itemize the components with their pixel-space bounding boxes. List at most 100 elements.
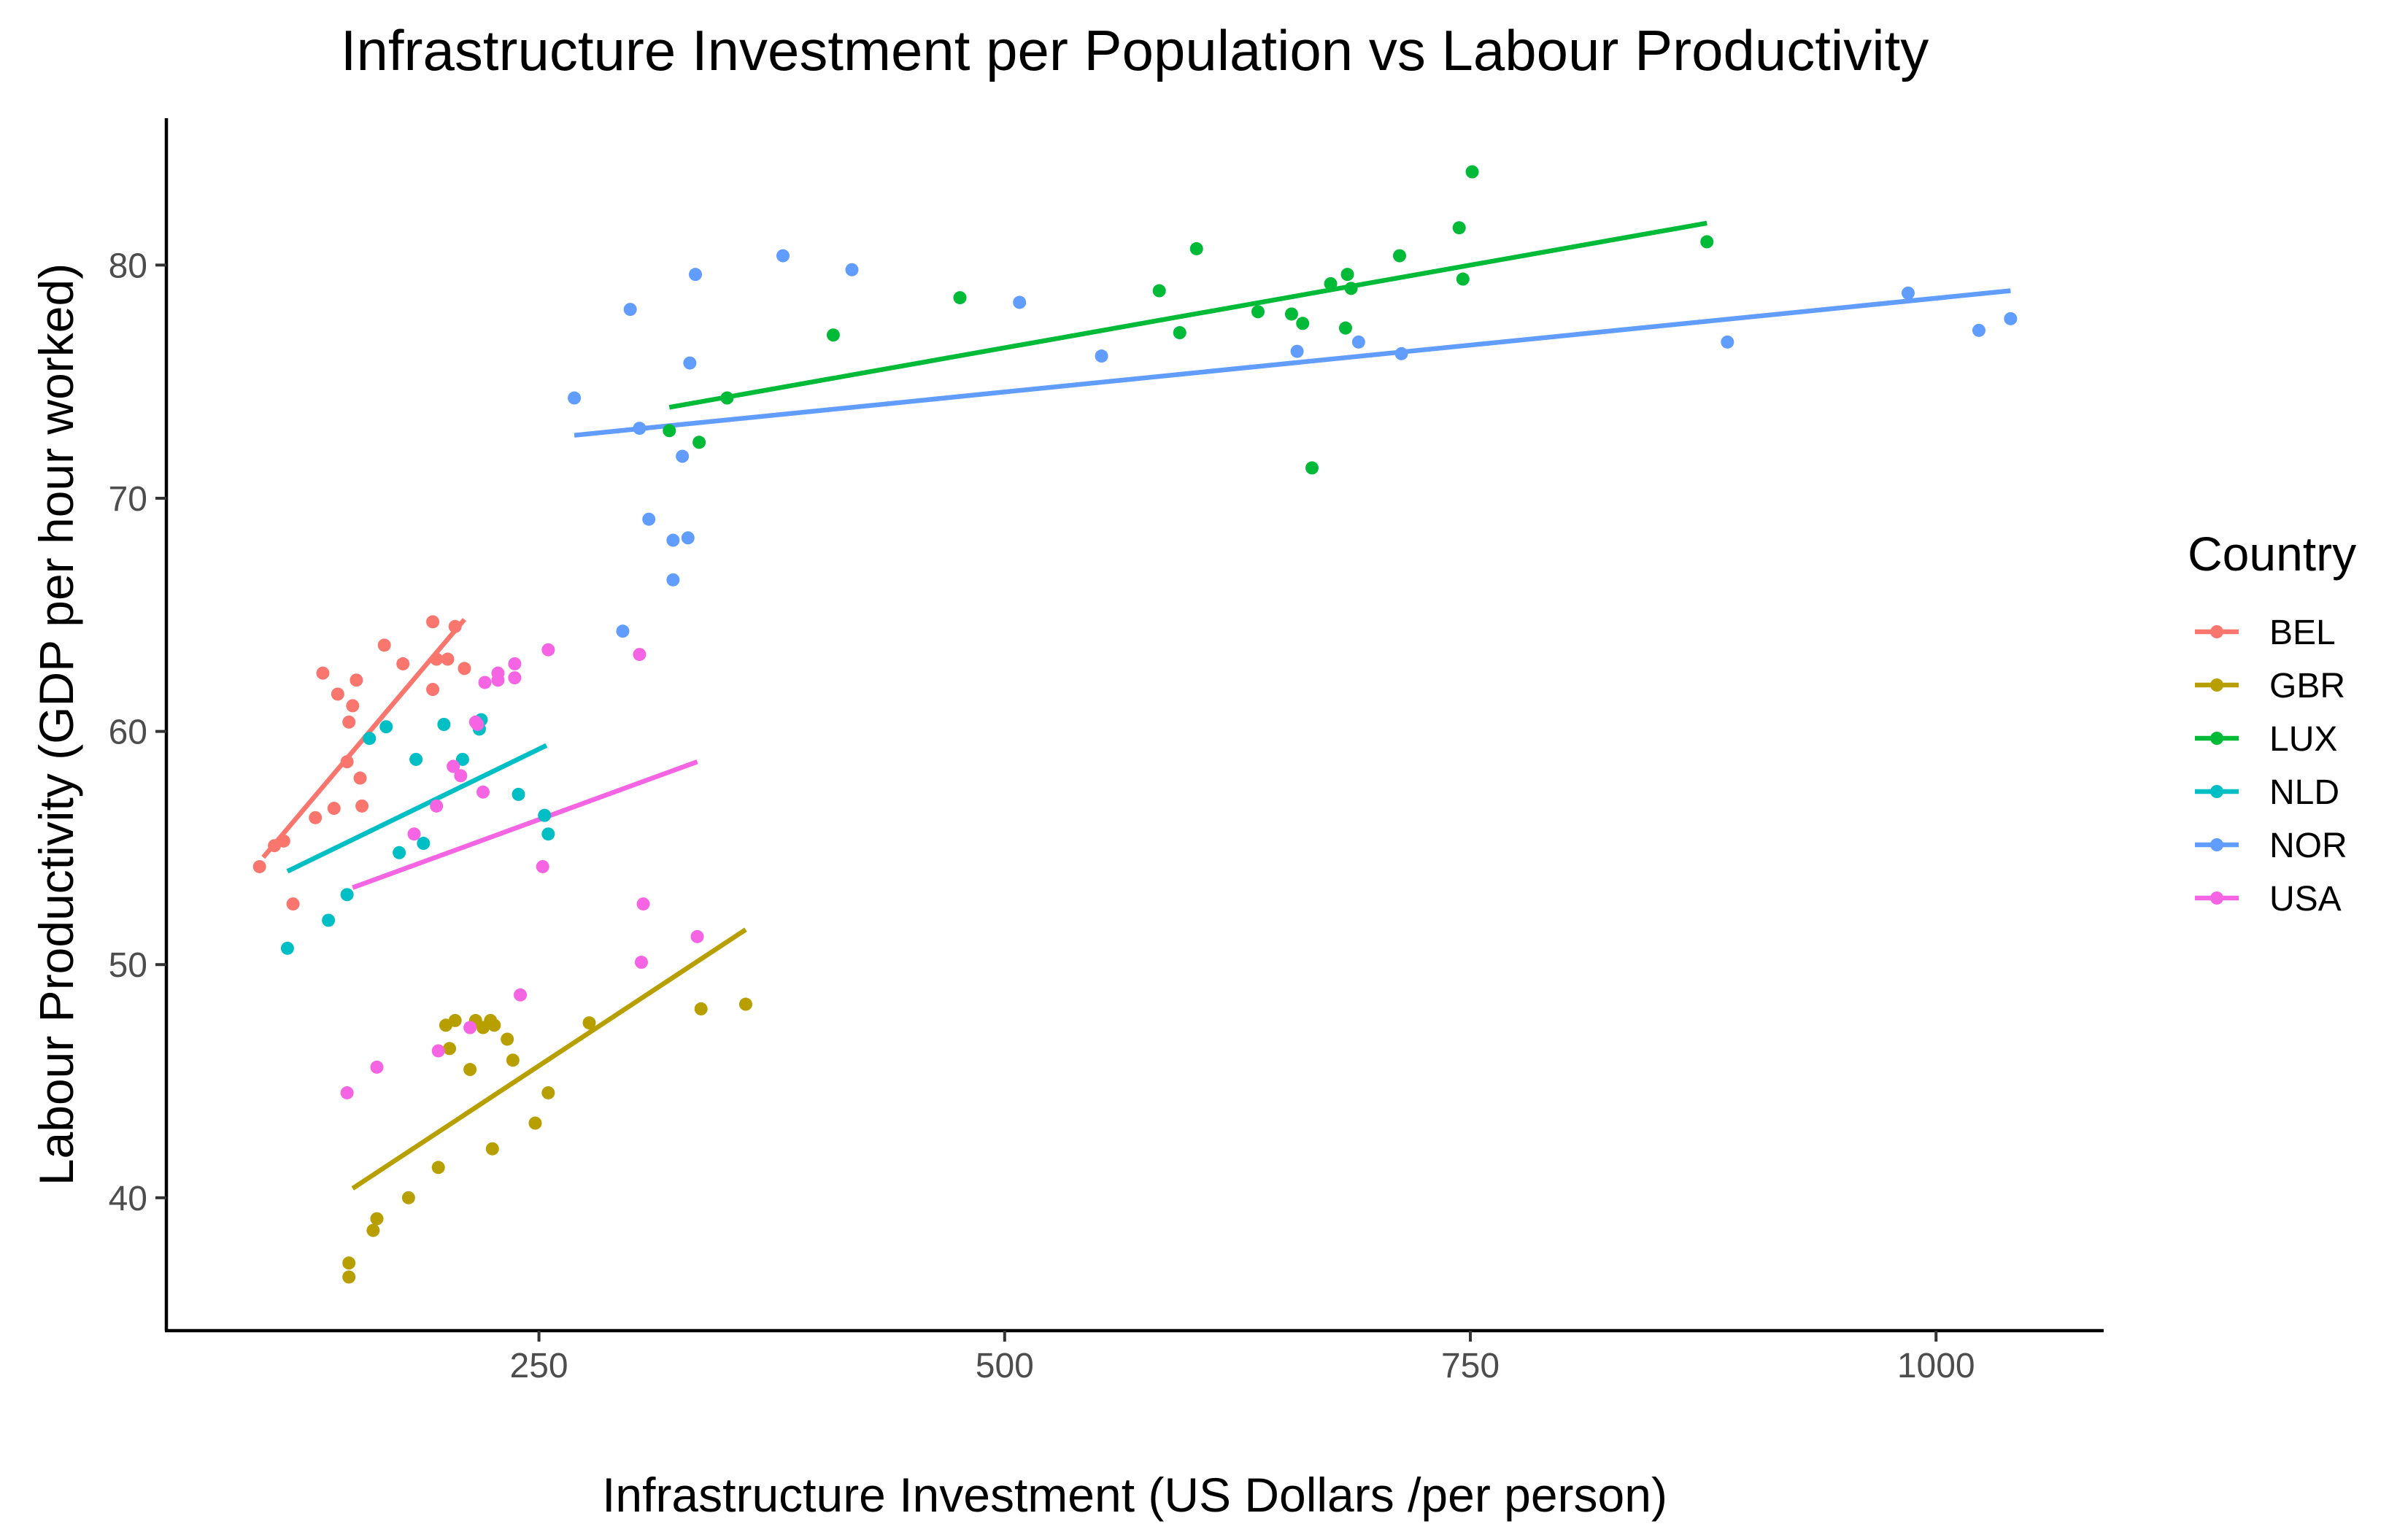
fit-lines	[261, 220, 2011, 1191]
data-point-nld	[280, 941, 294, 955]
data-point-bel	[426, 683, 440, 697]
data-point-bel	[286, 897, 300, 911]
y-tick-label: 70	[109, 480, 147, 519]
data-point-nor	[1290, 344, 1304, 358]
data-point-bel	[355, 799, 369, 813]
data-point-gbr	[694, 1002, 708, 1015]
x-tick-label: 500	[976, 1347, 1034, 1385]
data-point-nor	[845, 263, 859, 276]
data-point-lux	[1173, 326, 1186, 340]
data-point-gbr	[401, 1191, 415, 1204]
data-point-lux	[1251, 305, 1265, 319]
data-point-lux	[1456, 272, 1470, 286]
data-point-lux	[1305, 461, 1319, 475]
data-point-bel	[448, 619, 462, 633]
data-point-nor	[2004, 312, 2018, 325]
data-point-bel	[252, 859, 266, 873]
data-point-usa	[514, 988, 528, 1002]
data-point-usa	[476, 785, 490, 799]
data-point-lux	[953, 291, 967, 305]
data-point-lux	[692, 436, 706, 449]
fit-line-usa	[352, 759, 698, 890]
data-point-lux	[1344, 282, 1358, 295]
x-axis-ticks: 250 500 750 1000	[510, 1331, 1975, 1385]
data-point-nld	[340, 888, 354, 902]
data-point-gbr	[485, 1142, 499, 1156]
data-point-usa	[454, 769, 468, 783]
legend-items: BEL GBR LUX NLD NOR USA	[2195, 614, 2347, 918]
data-point-nld	[322, 913, 336, 927]
data-point-gbr	[501, 1032, 514, 1046]
data-point-usa	[431, 1044, 445, 1058]
legend-item-nor: NOR	[2195, 827, 2347, 865]
data-point-usa	[407, 827, 421, 841]
data-point-bel	[331, 687, 344, 701]
data-point-nld	[538, 808, 552, 822]
data-point-gbr	[487, 1018, 501, 1032]
fit-line-nor	[574, 288, 2011, 438]
data-point-nor	[1351, 335, 1365, 349]
data-point-nld	[393, 846, 406, 859]
data-point-usa	[471, 718, 485, 731]
legend-label: NOR	[2269, 827, 2347, 865]
data-point-nld	[541, 827, 555, 841]
data-point-nld	[417, 837, 431, 851]
data-point-lux	[1465, 165, 1479, 179]
data-point-nor	[776, 249, 790, 263]
data-point-bel	[350, 673, 363, 687]
data-point-gbr	[342, 1256, 356, 1270]
data-point-bel	[346, 699, 360, 713]
data-point-gbr	[463, 1063, 477, 1077]
data-point-gbr	[582, 1016, 596, 1030]
data-point-nor	[1394, 347, 1408, 360]
data-point-nor	[616, 624, 630, 638]
data-point-nor	[623, 303, 637, 317]
data-point-gbr	[370, 1212, 384, 1226]
legend-key-point	[2210, 732, 2223, 745]
data-point-nor	[681, 531, 695, 545]
data-point-nld	[437, 718, 451, 731]
data-point-usa	[508, 671, 522, 685]
legend-label: LUX	[2269, 720, 2337, 759]
data-point-bel	[342, 715, 356, 729]
data-point-usa	[636, 897, 650, 911]
data-point-lux	[1338, 321, 1352, 335]
data-point-lux	[1284, 307, 1298, 321]
legend-label: BEL	[2269, 614, 2336, 652]
data-point-gbr	[448, 1013, 462, 1027]
legend-key-point	[2210, 625, 2223, 638]
data-point-usa	[536, 859, 549, 873]
data-point-lux	[1340, 268, 1354, 282]
fit-line-gbr	[351, 927, 747, 1191]
data-point-gbr	[443, 1042, 457, 1056]
legend-key-point	[2210, 785, 2223, 798]
x-tick-label: 1000	[1897, 1347, 1975, 1385]
data-point-gbr	[738, 997, 752, 1011]
data-point-nor	[568, 391, 582, 405]
data-point-lux	[1189, 241, 1203, 255]
data-point-bel	[309, 811, 323, 824]
data-points	[252, 165, 2018, 1284]
data-point-lux	[663, 424, 676, 438]
legend-key-point	[2210, 891, 2223, 905]
data-point-nor	[683, 356, 697, 370]
data-point-bel	[340, 755, 354, 769]
data-point-bel	[327, 802, 341, 816]
data-point-nor	[676, 449, 690, 463]
legend-label: NLD	[2269, 773, 2339, 812]
fit-line-nld	[286, 743, 548, 874]
data-point-usa	[430, 799, 444, 813]
chart-title: Infrastructure Investment per Population…	[341, 18, 1929, 82]
data-point-bel	[277, 834, 290, 848]
data-point-bel	[316, 666, 330, 680]
y-tick-label: 40	[109, 1180, 147, 1218]
data-point-nor	[689, 268, 703, 282]
data-point-usa	[541, 643, 555, 657]
data-point-gbr	[342, 1270, 356, 1284]
data-point-usa	[447, 759, 460, 773]
legend-item-bel: BEL	[2195, 614, 2336, 652]
data-point-nld	[512, 787, 525, 801]
data-point-nor	[1013, 295, 1027, 309]
